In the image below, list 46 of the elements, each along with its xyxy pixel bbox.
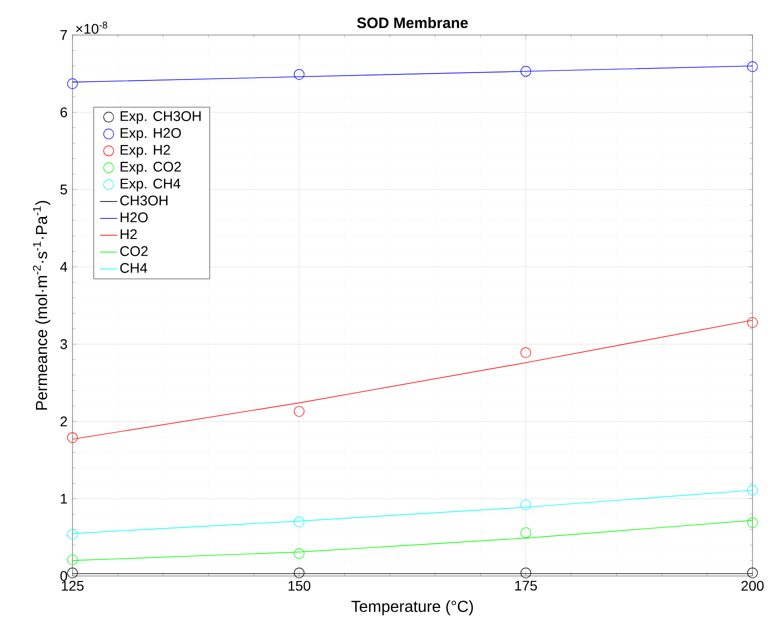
point bbox=[294, 69, 304, 80]
point bbox=[67, 554, 78, 566]
y-tick-label: 6 bbox=[60, 107, 68, 118]
point bbox=[747, 568, 758, 578]
y-tick-label: 4 bbox=[60, 262, 68, 272]
y-axis-title: Permeance (mol·m$^{-2}$·s$^{-1}$·Pa$^{-1}$) bbox=[32, 201, 50, 410]
point bbox=[67, 432, 78, 443]
chart-title: SOD Membrane bbox=[357, 17, 468, 28]
legend-label: CH3OH bbox=[120, 196, 168, 206]
text: ×10$^{-8}$ bbox=[76, 22, 108, 34]
legend-label: Exp. H2 bbox=[120, 144, 170, 158]
x-tick-label: 150 bbox=[288, 580, 310, 591]
point bbox=[747, 517, 758, 528]
point bbox=[520, 347, 532, 358]
legend-label: Exp. CH4 bbox=[120, 178, 180, 192]
point bbox=[294, 548, 304, 559]
x-tick-label: 200 bbox=[742, 580, 764, 591]
point bbox=[294, 406, 304, 417]
legend-label: H2 bbox=[120, 229, 137, 240]
point bbox=[520, 568, 532, 578]
point bbox=[294, 568, 304, 578]
legend-label: H2O bbox=[120, 212, 148, 222]
point bbox=[747, 317, 758, 328]
point bbox=[67, 78, 78, 89]
y-tick-label: 1 bbox=[60, 494, 67, 504]
y-tick-label: 5 bbox=[60, 184, 68, 194]
point bbox=[67, 528, 78, 540]
point bbox=[67, 568, 78, 578]
point bbox=[294, 516, 304, 528]
x-tick-label: 175 bbox=[515, 580, 537, 591]
legend-label: CO2 bbox=[120, 246, 148, 256]
legend-label: Exp. H2O bbox=[120, 128, 181, 141]
point bbox=[520, 527, 532, 538]
legend-label: CH4 bbox=[120, 263, 148, 273]
point bbox=[747, 484, 758, 496]
y-tick-label: 3 bbox=[60, 339, 68, 350]
y-tick-label: 7 bbox=[60, 30, 67, 40]
x-tick-label: 125 bbox=[62, 580, 84, 591]
point bbox=[520, 500, 532, 510]
point bbox=[747, 61, 758, 72]
point bbox=[520, 66, 532, 77]
legend-label: Exp. CH3OH bbox=[120, 111, 201, 124]
y-tick-label: 0 bbox=[60, 571, 68, 581]
legend-label: Exp. CO2 bbox=[120, 162, 181, 174]
y-tick-label: 2 bbox=[60, 416, 67, 426]
x-axis-title: Temperature (°C) bbox=[351, 600, 473, 616]
